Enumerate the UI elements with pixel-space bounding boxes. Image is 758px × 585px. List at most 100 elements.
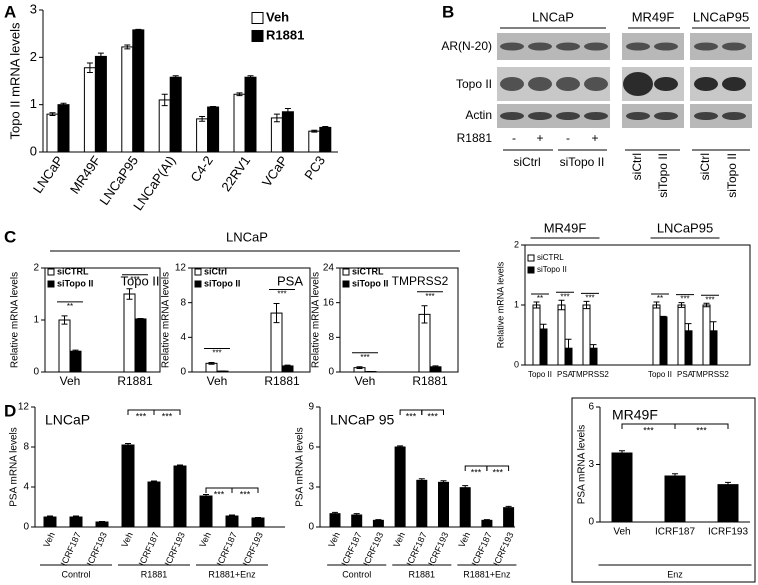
bar <box>611 452 633 523</box>
chart-title: Topo II <box>120 273 159 288</box>
legend-swatch <box>527 254 535 262</box>
x-tick-label: ICRF187 <box>137 531 161 568</box>
bar <box>717 484 739 523</box>
y-tick-label: 0 <box>33 367 39 378</box>
blot-band <box>528 42 552 51</box>
significance-bracket <box>153 409 181 415</box>
x-tick-label: ICRF187 <box>470 531 494 568</box>
x-tick-label: R1881 <box>264 374 300 388</box>
treatment-mark: + <box>536 131 543 145</box>
x-tick-label: Veh <box>207 374 228 388</box>
legend-label: siCTRL <box>537 253 564 262</box>
bar <box>199 495 213 528</box>
error-bar <box>47 515 53 519</box>
error-bar <box>432 365 439 369</box>
blot-band <box>500 112 524 120</box>
y-tick-label: 3 <box>588 459 594 470</box>
x-tick-label: TMPRSS2 <box>571 370 609 379</box>
error-bar <box>137 317 144 320</box>
y-tick-label: 8 <box>180 297 186 308</box>
error-bar <box>332 511 338 516</box>
plot-frame <box>339 267 459 373</box>
significance-bracket <box>486 465 510 471</box>
y-tick-label: 0 <box>514 359 519 369</box>
legend-swatch <box>251 30 264 42</box>
y-tick-label: 2 <box>33 263 39 274</box>
y-tick-label: 3 <box>30 1 37 16</box>
significance-label: *** <box>560 292 569 301</box>
significance-label: *** <box>696 425 707 435</box>
x-tick-label: Veh <box>613 527 630 538</box>
error-bar <box>322 125 329 129</box>
error-bar <box>703 302 710 308</box>
blot-band <box>556 112 580 120</box>
error-bar <box>210 106 217 109</box>
error-bar <box>126 288 133 300</box>
error-bar <box>440 480 447 485</box>
error-bar <box>653 301 660 309</box>
bar <box>233 93 246 153</box>
x-tick-label: ICRF193 <box>85 531 109 568</box>
y-tick-label: 24 <box>323 263 335 274</box>
error-bar <box>273 113 280 123</box>
blot-band <box>528 77 552 91</box>
group-label: R1881+Enz <box>463 569 511 579</box>
significance-label: *** <box>680 295 689 304</box>
blot-band <box>694 77 718 91</box>
bar <box>652 304 661 366</box>
legend-swatch <box>342 268 350 276</box>
error-bar <box>583 300 590 310</box>
x-tick-label: Veh <box>41 531 57 549</box>
chart-title: LNCaP <box>45 412 90 428</box>
significance-label: *** <box>136 411 147 421</box>
bar <box>46 113 59 153</box>
blot-band <box>584 42 608 51</box>
error-bar <box>558 299 565 311</box>
bar <box>532 304 541 366</box>
error-bar <box>161 93 168 107</box>
significance-label: *** <box>130 275 139 284</box>
blot-column: LNCaP95 <box>693 9 749 24</box>
y-tick-label: 0 <box>308 522 314 533</box>
significance-label: *** <box>214 489 225 499</box>
significance-label: *** <box>406 411 417 421</box>
blot-row: R1881 <box>457 131 493 145</box>
sirna-label: siTopo II <box>560 155 605 169</box>
treatment-mark: - <box>512 131 516 145</box>
error-bar <box>311 129 318 133</box>
bar <box>664 475 686 523</box>
chart-title: PSA <box>277 273 303 288</box>
bar <box>225 515 239 528</box>
legend-swatch <box>47 280 55 288</box>
panel-label: D <box>4 401 16 420</box>
significance-label: ** <box>657 294 663 303</box>
significance-label: *** <box>212 349 221 358</box>
significance-bracket <box>231 487 259 493</box>
y-tick-label: 6 <box>588 402 594 413</box>
y-tick-label: 1 <box>33 315 39 326</box>
error-bar <box>540 323 547 335</box>
x-tick-label: MR49F <box>67 153 104 197</box>
y-tick-label: 12 <box>175 263 187 274</box>
legend-label: siCTRL <box>57 266 89 276</box>
significance-label: *** <box>585 294 594 303</box>
y-axis-label: Relative mRNA levels <box>311 272 322 368</box>
error-bar <box>533 301 540 309</box>
x-tick-label: ICRF193 <box>163 531 187 568</box>
error-bar <box>678 302 685 308</box>
bar <box>659 316 668 366</box>
bar <box>438 481 449 528</box>
significance-label: *** <box>492 467 503 477</box>
bar <box>270 117 283 153</box>
bar <box>83 67 96 153</box>
blot-band <box>694 112 718 120</box>
blot-band <box>556 77 580 91</box>
bar <box>582 304 591 366</box>
error-bar <box>236 92 243 97</box>
chart-title: LNCaP 95 <box>330 412 395 428</box>
sirna-label: siTopo II <box>656 153 670 198</box>
y-tick-label: 3 <box>308 482 314 493</box>
x-tick-label: ICRF187 <box>59 531 83 568</box>
y-tick-label: 0 <box>328 367 334 378</box>
error-bar <box>672 473 678 479</box>
